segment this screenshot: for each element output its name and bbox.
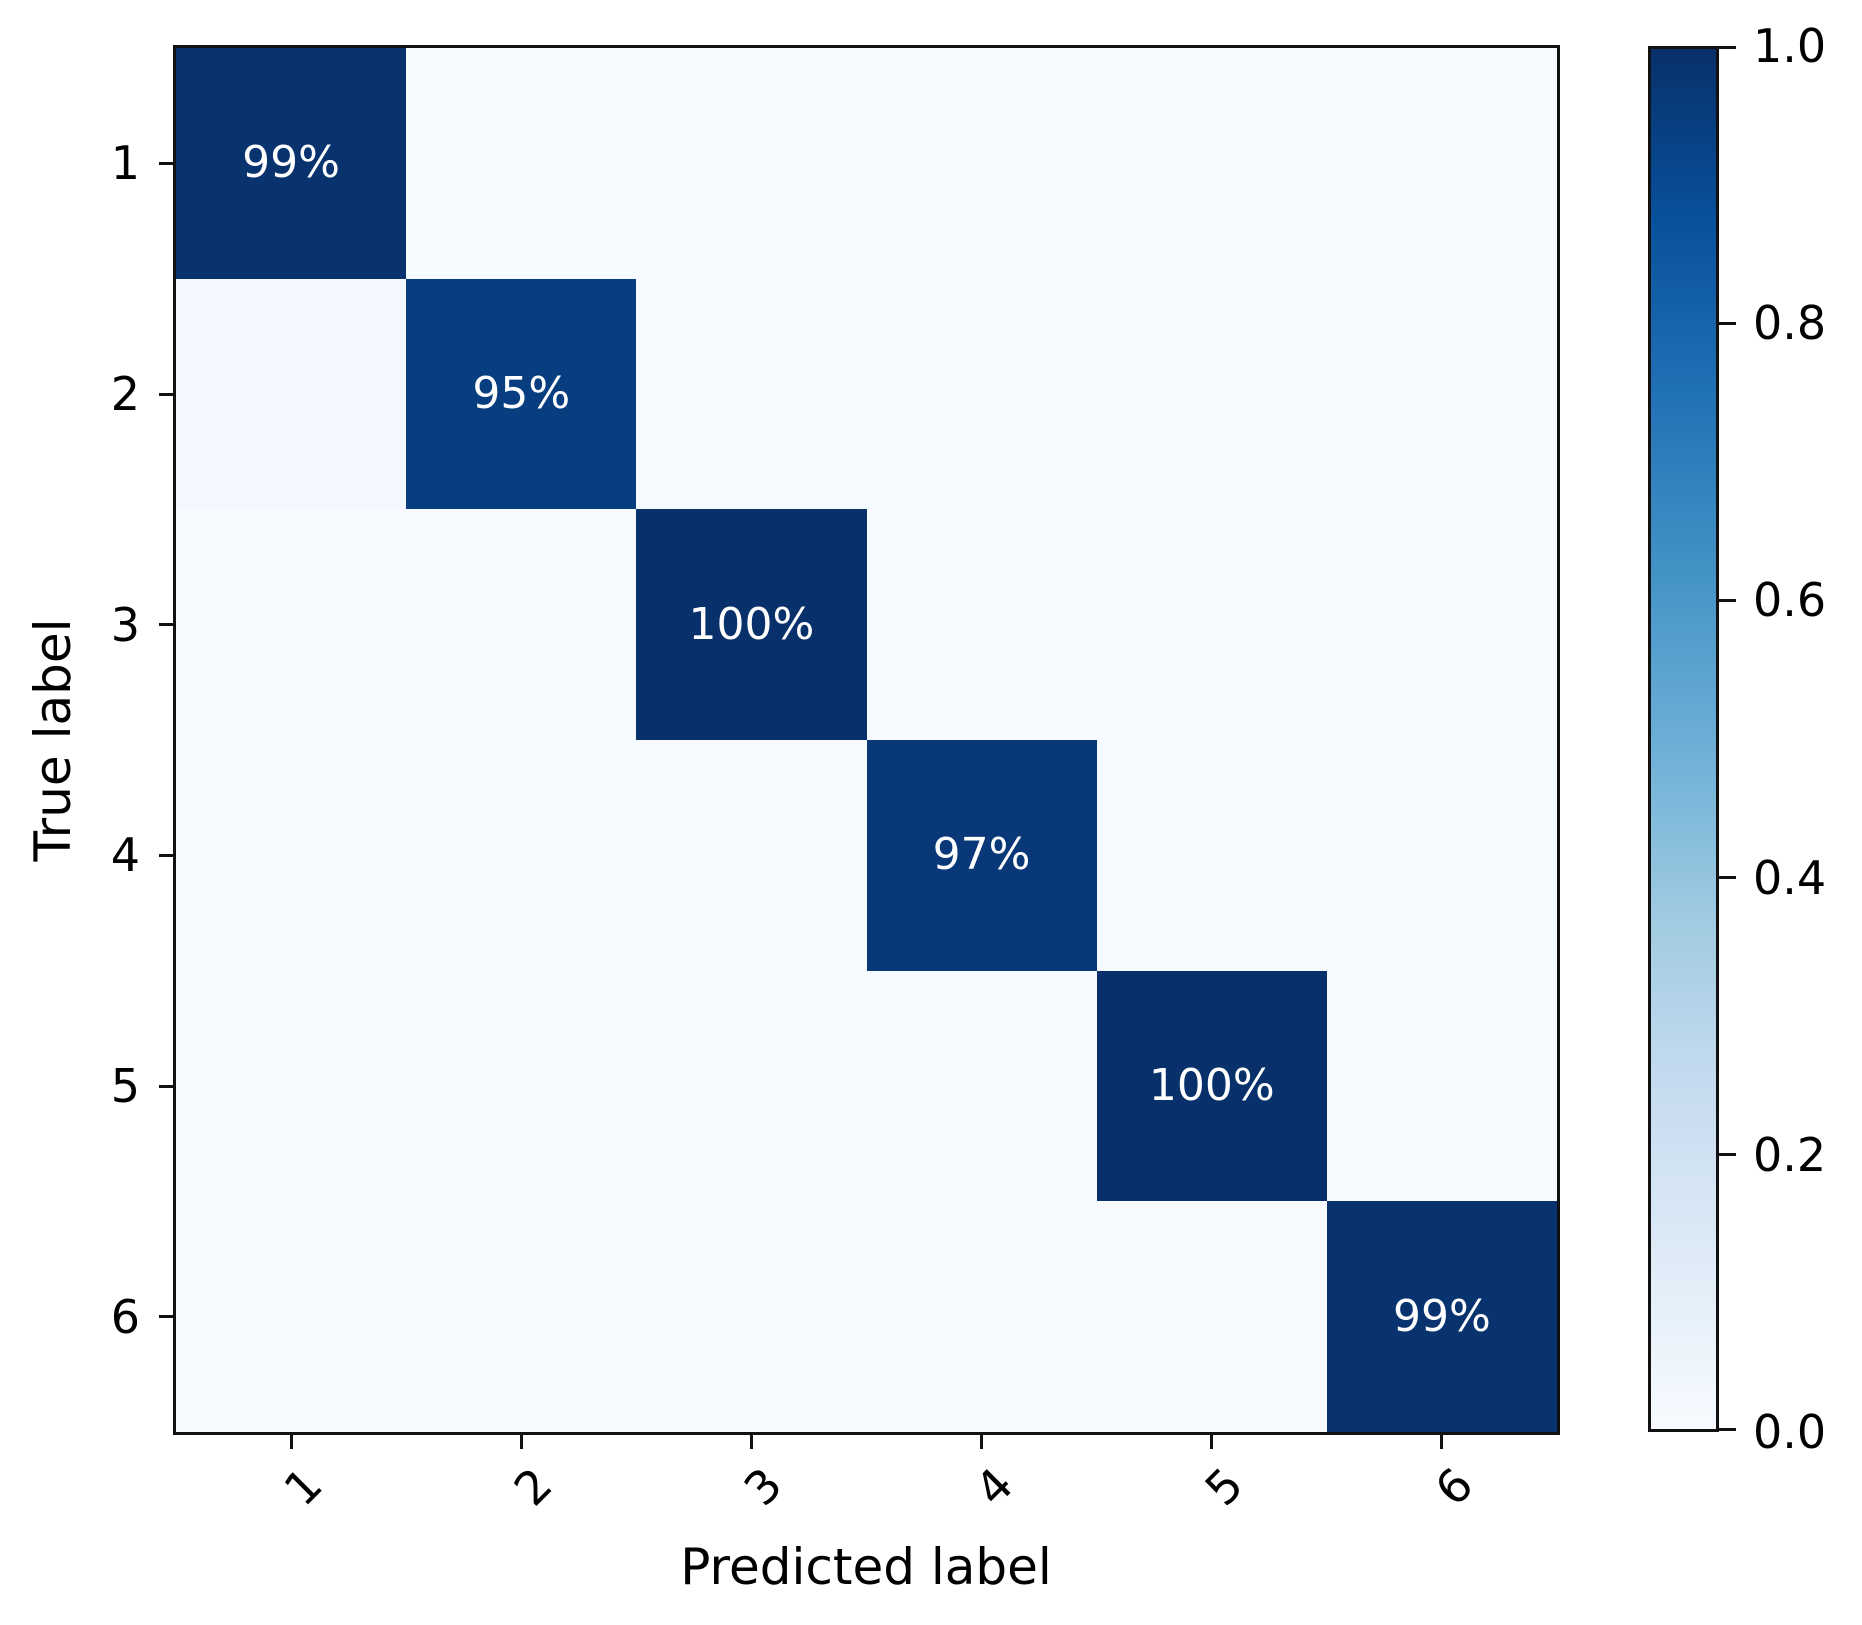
y-tick-label: 1 xyxy=(110,136,140,191)
colorbar-tick-label: 1.0 xyxy=(1753,19,1827,73)
heatmap-cell-r2-c4 xyxy=(866,278,1097,510)
colorbar-tick-label: 0.0 xyxy=(1753,1405,1827,1459)
heatmap-cell-r6-c2 xyxy=(406,1201,637,1432)
y-tick-mark xyxy=(159,1084,176,1088)
heatmap-cell-r4-c5 xyxy=(1096,740,1327,971)
x-tick-mark xyxy=(749,1432,753,1449)
colorbar-tick-mark xyxy=(1719,1153,1736,1157)
colorbar xyxy=(1648,46,1719,1432)
y-tick-mark xyxy=(159,1315,176,1319)
x-axis-title: Predicted label xyxy=(680,1538,1052,1596)
colorbar-tick-label: 0.8 xyxy=(1753,296,1827,351)
cell-value-label: 97% xyxy=(932,829,1031,881)
heatmap-cell-r4-c1 xyxy=(176,740,407,971)
cell-value-label: 99% xyxy=(242,137,340,189)
heatmap-cell-r3-c3: 100% xyxy=(636,509,867,740)
heatmap-cell-r5-c5: 100% xyxy=(1096,970,1327,1202)
y-tick-label: 4 xyxy=(110,828,140,883)
y-axis-title: True label xyxy=(24,618,82,862)
heatmap-cell-r2-c1 xyxy=(176,278,407,510)
x-tick-label: 2 xyxy=(503,1457,563,1517)
x-tick-label: 6 xyxy=(1424,1457,1484,1517)
heatmap-cell-r2-c5 xyxy=(1096,278,1327,510)
heatmap-cell-r4-c6 xyxy=(1326,740,1557,971)
x-tick-mark xyxy=(1440,1432,1444,1449)
x-tick-label: 5 xyxy=(1194,1457,1254,1517)
heatmap-cell-r1-c5 xyxy=(1096,48,1327,279)
x-tick-mark xyxy=(1210,1432,1214,1449)
heatmap-cell-r3-c4 xyxy=(866,509,1097,740)
heatmap-cell-r1-c1: 99% xyxy=(176,48,407,279)
cell-value-label: 100% xyxy=(688,598,815,650)
x-tick-label: 1 xyxy=(273,1457,333,1517)
heatmap-cell-r5-c2 xyxy=(406,970,637,1202)
heatmap-cell-r5-c6 xyxy=(1326,970,1557,1202)
y-tick-label: 5 xyxy=(110,1059,140,1113)
heatmap-cell-r1-c4 xyxy=(866,48,1097,279)
heatmap-cell-r4-c4: 97% xyxy=(866,740,1097,971)
colorbar-tick-label: 0.2 xyxy=(1753,1127,1827,1182)
colorbar-tick-mark xyxy=(1719,598,1736,602)
y-tick-mark xyxy=(159,161,176,165)
colorbar-tick-label: 0.6 xyxy=(1753,573,1827,628)
y-tick-label: 3 xyxy=(110,597,140,652)
heatmap-cell-r3-c5 xyxy=(1096,509,1327,740)
heatmap-cell-r2-c6 xyxy=(1326,278,1557,510)
cell-value-label: 100% xyxy=(1148,1059,1275,1111)
heatmap-cell-r4-c2 xyxy=(406,740,637,971)
heatmap-cell-r5-c4 xyxy=(866,970,1097,1202)
heatmap-plot-area: 99% 95% 100% 97% 100% 99% xyxy=(173,45,1560,1435)
heatmap-cell-r1-c2 xyxy=(406,48,637,279)
x-tick-mark xyxy=(980,1432,984,1449)
y-tick-mark xyxy=(159,392,176,396)
colorbar-tick-label: 0.4 xyxy=(1753,850,1827,905)
cell-value-label: 99% xyxy=(1393,1290,1491,1342)
heatmap-cell-r3-c1 xyxy=(176,509,407,740)
y-tick-mark xyxy=(159,853,176,857)
heatmap-cell-r2-c2: 95% xyxy=(406,278,637,510)
heatmap-cell-r6-c4 xyxy=(866,1201,1097,1432)
heatmap-grid: 99% 95% 100% 97% 100% 99% xyxy=(176,48,1557,1432)
y-tick-label: 2 xyxy=(110,367,140,421)
heatmap-cell-r6-c1 xyxy=(176,1201,407,1432)
heatmap-cell-r5-c3 xyxy=(636,970,867,1202)
heatmap-cell-r2-c3 xyxy=(636,278,867,510)
heatmap-cell-r1-c6 xyxy=(1326,48,1557,279)
x-tick-mark xyxy=(519,1432,523,1449)
heatmap-cell-r6-c5 xyxy=(1096,1201,1327,1432)
heatmap-cell-r6-c6: 99% xyxy=(1326,1201,1557,1432)
cell-value-label: 95% xyxy=(472,367,571,419)
y-tick-label: 6 xyxy=(110,1289,140,1344)
heatmap-cell-r5-c1 xyxy=(176,970,407,1202)
colorbar-tick-mark xyxy=(1719,876,1736,880)
colorbar-tick-mark xyxy=(1719,46,1736,49)
heatmap-cell-r1-c3 xyxy=(636,48,867,279)
heatmap-cell-r3-c2 xyxy=(406,509,637,740)
y-tick-mark xyxy=(159,623,176,627)
heatmap-cell-r4-c3 xyxy=(636,740,867,971)
x-tick-mark xyxy=(289,1432,293,1449)
colorbar-tick-mark xyxy=(1719,321,1736,325)
colorbar-tick-mark xyxy=(1719,1427,1736,1431)
heatmap-cell-r6-c3 xyxy=(636,1201,867,1432)
heatmap-cell-r3-c6 xyxy=(1326,509,1557,740)
